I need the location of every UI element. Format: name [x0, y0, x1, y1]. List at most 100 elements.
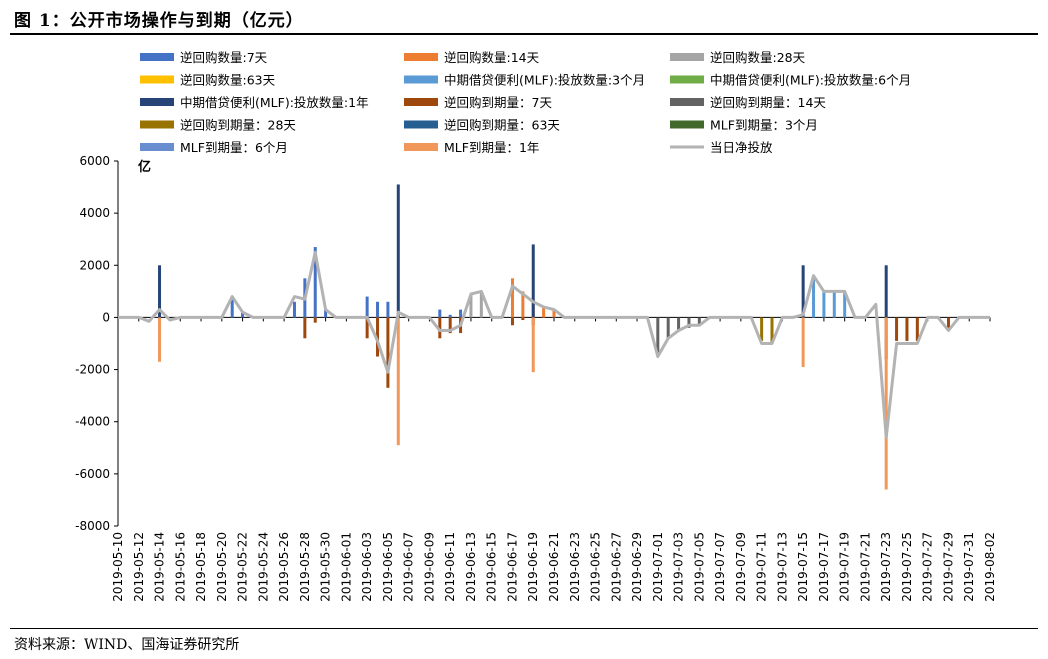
y-axis-unit: 亿 — [138, 159, 151, 175]
legend-swatch-mmlf3m — [670, 120, 704, 129]
x-tick-label: 2019-05-24 — [256, 532, 270, 602]
legend-label: 逆回购数量:63天 — [180, 73, 276, 88]
source-rule — [10, 628, 1038, 629]
x-tick-label: 2019-07-11 — [755, 532, 769, 602]
x-tick-label: 2019-07-15 — [796, 532, 810, 602]
page-title: 图 1：公开市场操作与到期（亿元） — [14, 11, 304, 31]
legend-label: 中期借贷便利(MLF):投放数量:1年 — [180, 95, 369, 110]
bar-mrr7 — [303, 317, 307, 339]
bar-rr14 — [552, 309, 556, 318]
legend-swatch-mmlf1y — [404, 143, 438, 151]
x-tick-label: 2019-06-11 — [443, 532, 457, 602]
legend-swatch-mlf3m — [404, 75, 438, 84]
x-tick-label: 2019-06-23 — [568, 532, 582, 602]
bar-mrr7 — [905, 317, 909, 341]
bar-mrr14 — [697, 317, 701, 326]
x-tick-label: 2019-06-01 — [339, 532, 353, 602]
x-tick-label: 2019-05-16 — [173, 532, 187, 602]
bar-mlf3m — [822, 291, 826, 318]
bar-mmlf1y — [396, 317, 400, 446]
bar-mrr7 — [915, 317, 919, 341]
bar-mrr7 — [386, 317, 390, 388]
bar-rr7 — [313, 247, 317, 318]
bar-rr7 — [376, 301, 380, 318]
bar-rr7 — [230, 296, 234, 318]
bar-mrr7 — [946, 317, 950, 328]
legend-label: 逆回购数量:14天 — [444, 50, 540, 65]
x-tick-label: 2019-08-02 — [983, 532, 997, 602]
bar-mrr7 — [313, 317, 317, 323]
bar-rr7 — [438, 309, 442, 318]
bar-mlf3m — [832, 291, 836, 318]
net-line — [118, 250, 990, 439]
bar-mmlf1y — [801, 317, 805, 367]
bar-rr28 — [479, 291, 483, 318]
source-note: 资料来源：WIND、国海证券研究所 — [14, 637, 240, 653]
legend-swatch-mmlf6m — [140, 143, 174, 151]
x-tick-label: 2019-06-19 — [526, 532, 540, 602]
bar-mlf1y — [396, 184, 400, 318]
x-tick-label: 2019-07-09 — [734, 532, 748, 602]
legend-label: 中期借贷便利(MLF):投放数量:6个月 — [710, 73, 911, 88]
x-tick-label: 2019-05-20 — [215, 532, 229, 602]
x-tick-label: 2019-07-27 — [921, 532, 935, 602]
x-tick-label: 2019-05-28 — [298, 532, 312, 602]
x-tick-label: 2019-05-26 — [277, 532, 291, 602]
legend-swatch-mrr14 — [670, 98, 704, 106]
bar-rr14 — [510, 278, 514, 318]
bar-rr28 — [469, 293, 473, 318]
bar-mlf1y — [158, 265, 162, 318]
y-tick-label: 2000 — [79, 258, 110, 272]
x-tick-label: 2019-07-21 — [858, 532, 872, 602]
x-tick-label: 2019-05-10 — [111, 532, 125, 602]
bar-mrr7 — [510, 317, 514, 326]
x-tick-label: 2019-06-21 — [547, 532, 561, 602]
y-tick-label: -4000 — [75, 415, 110, 429]
bar-mlf3m — [812, 278, 816, 318]
legend-label: 逆回购到期量：28天 — [180, 118, 296, 133]
bar-mrr14 — [687, 317, 691, 328]
legend-swatch-mrr63 — [404, 120, 438, 129]
bars — [158, 184, 950, 490]
bar-rr7 — [292, 301, 296, 318]
y-tick-label: 4000 — [79, 206, 110, 220]
bar-rr7 — [365, 296, 369, 318]
legend-label: 逆回购数量:28天 — [710, 50, 806, 65]
legend-swatch-rr7 — [140, 53, 174, 61]
bar-mrr7 — [365, 317, 369, 339]
legend-label: 中期借贷便利(MLF):投放数量:3个月 — [444, 73, 645, 88]
legend-swatch-mrr28 — [140, 120, 174, 129]
bar-mrr28 — [760, 317, 764, 341]
legend-label: 当日净投放 — [710, 140, 773, 155]
x-tick-label: 2019-05-22 — [236, 532, 250, 602]
x-tick-label: 2019-05-30 — [319, 532, 333, 602]
axes: -8000 -6000 -4000 -2000 0 2000 4000 6000 2019-05… — [75, 154, 997, 602]
x-tick-label: 2019-06-27 — [609, 532, 623, 602]
x-tick-label: 2019-07-31 — [962, 532, 976, 602]
bar-mmlf1y — [158, 317, 162, 362]
bar-mrr14 — [656, 317, 660, 357]
bar-mlf3m — [843, 291, 847, 318]
legend-swatch-rr28 — [670, 53, 704, 61]
x-tick-label: 2019-06-09 — [422, 532, 436, 602]
bar-rr7 — [448, 314, 452, 318]
x-tick-label: 2019-05-18 — [194, 532, 208, 602]
net-injection-line — [118, 250, 990, 439]
y-tick-label: -2000 — [75, 363, 110, 377]
bar-mlf1y — [801, 265, 805, 318]
bar-rr7 — [324, 309, 328, 318]
x-tick-label: 2019-07-29 — [941, 532, 955, 602]
bar-mrr14 — [677, 317, 681, 331]
x-tick-label: 2019-06-13 — [464, 532, 478, 602]
bar-mrr7 — [521, 317, 525, 321]
bar-mmlf1y — [531, 317, 535, 373]
x-tick-label: 2019-07-19 — [838, 532, 852, 602]
bar-mmlf1y — [884, 317, 888, 490]
legend-swatch-rr14 — [404, 53, 438, 61]
bar-mrr7 — [448, 317, 452, 334]
bar-mlf1y — [884, 265, 888, 318]
y-tick-label: -6000 — [75, 467, 110, 481]
x-tick-label: 2019-06-15 — [485, 532, 499, 602]
legend-label: 逆回购到期量：14天 — [710, 95, 826, 110]
